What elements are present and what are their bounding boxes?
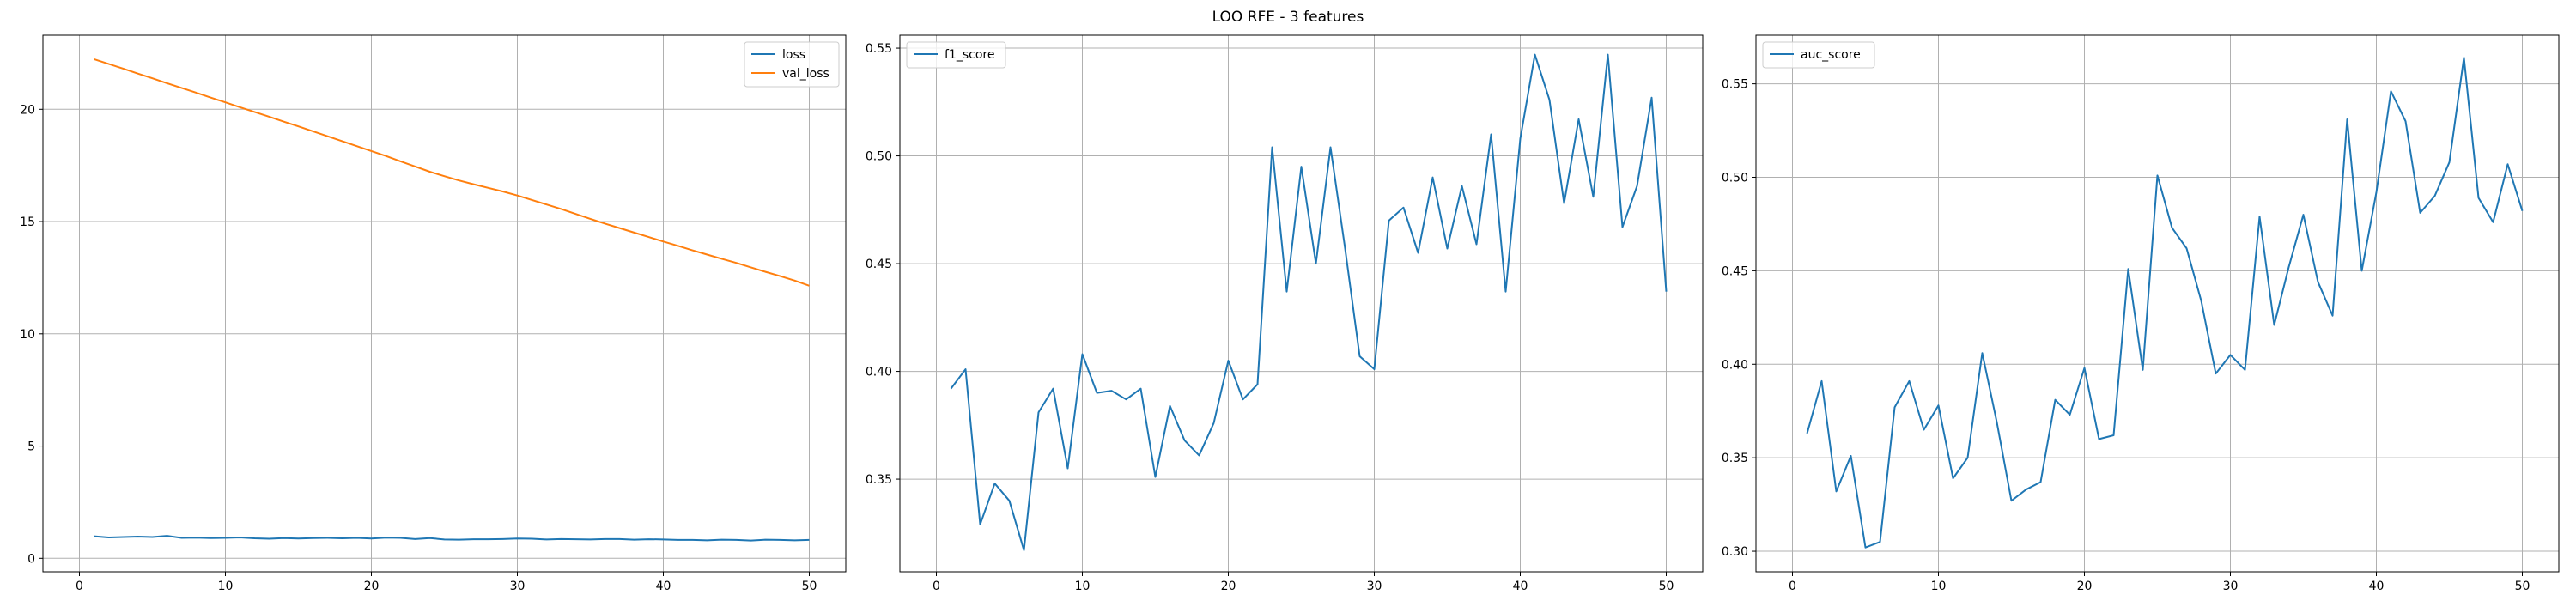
- x-tick-label: 10: [218, 580, 234, 593]
- y-tick-label: 0.45: [866, 258, 892, 271]
- x-tick-label: 50: [2515, 580, 2530, 593]
- series-line-loss: [94, 535, 810, 542]
- legend: auc_score: [1762, 41, 1875, 69]
- y-tick-label: 15: [20, 216, 35, 229]
- x-tick-label: 30: [2223, 580, 2239, 593]
- x-tick-label: 0: [76, 580, 83, 593]
- y-tick-label: 0.40: [1722, 358, 1748, 372]
- y-tick-label: 0.50: [866, 150, 892, 164]
- x-tick-label: 0: [933, 580, 940, 593]
- y-tick-label: 0.40: [866, 366, 892, 379]
- series-line-val_loss: [94, 58, 810, 287]
- x-tick-label: 0: [1789, 580, 1796, 593]
- legend-label-f1_score: f1_score: [945, 48, 994, 62]
- x-tick-label: 30: [510, 580, 526, 593]
- y-tick-label: 10: [20, 328, 35, 342]
- axes-frame: [899, 34, 1704, 573]
- x-tick-label: 10: [1931, 580, 1947, 593]
- axes-frame: [1755, 34, 2560, 573]
- legend: loss val_loss: [744, 41, 840, 88]
- y-tick-label: 5: [27, 440, 35, 454]
- y-tick-label: 0.30: [1722, 545, 1748, 559]
- legend-label-auc_score: auc_score: [1801, 48, 1861, 62]
- legend-box: [1762, 41, 1875, 69]
- x-tick-label: 40: [656, 580, 671, 593]
- y-tick-label: 0.35: [866, 473, 892, 487]
- figure-title: LOO RFE - 3 features: [1212, 9, 1364, 26]
- series-line-auc_score: [1806, 57, 2524, 549]
- legend-label-loss: loss: [782, 48, 805, 62]
- y-tick-label: 0.55: [1722, 78, 1748, 92]
- f1-score-panel: 0 10 20 30 40 50 0.35 0.40 0.45 0.50 0.55 f1_score: [866, 34, 1704, 593]
- x-tick-label: 40: [2369, 580, 2385, 593]
- series-line-f1_score: [950, 53, 1668, 551]
- x-tick-label: 20: [2077, 580, 2093, 593]
- x-tick-label: 50: [802, 580, 817, 593]
- x-tick-label: 10: [1075, 580, 1091, 593]
- legend-box: [906, 41, 1006, 69]
- legend-label-val_loss: val_loss: [782, 67, 829, 81]
- y-tick-label: 20: [20, 103, 35, 117]
- y-tick-label: 0.45: [1722, 264, 1748, 278]
- x-tick-label: 20: [1221, 580, 1236, 593]
- x-tick-label: 40: [1513, 580, 1528, 593]
- y-tick-label: 0.35: [1722, 452, 1748, 465]
- x-tick-label: 50: [1659, 580, 1674, 593]
- auc-score-panel: 0 10 20 30 40 50 0.30 0.35 0.40 0.45 0.50 0.55 auc_s…: [1722, 34, 2560, 593]
- y-tick-label: 0.55: [866, 42, 892, 56]
- x-tick-label: 30: [1367, 580, 1382, 593]
- y-tick-label: 0: [27, 552, 35, 566]
- y-tick-label: 0.50: [1722, 172, 1748, 185]
- axes-frame: [42, 34, 847, 573]
- loss-panel: 0 10 20 30 40 50 0 5 10 15 20 loss val_loss: [20, 34, 847, 593]
- x-tick-label: 20: [364, 580, 380, 593]
- legend: f1_score: [906, 41, 1006, 69]
